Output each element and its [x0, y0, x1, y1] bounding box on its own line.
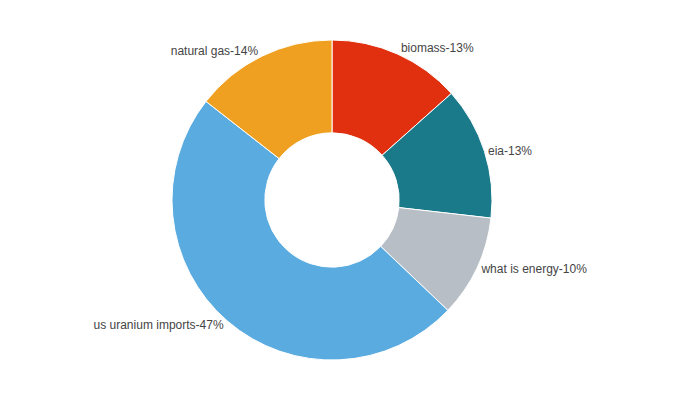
- svg-text:biomass-13%: biomass-13%: [401, 41, 474, 55]
- svg-text:what is energy-10%: what is energy-10%: [480, 262, 587, 276]
- svg-text:us uranium imports-47%: us uranium imports-47%: [94, 318, 224, 332]
- svg-text:eia-13%: eia-13%: [488, 144, 532, 158]
- svg-text:natural gas-14%: natural gas-14%: [171, 44, 259, 58]
